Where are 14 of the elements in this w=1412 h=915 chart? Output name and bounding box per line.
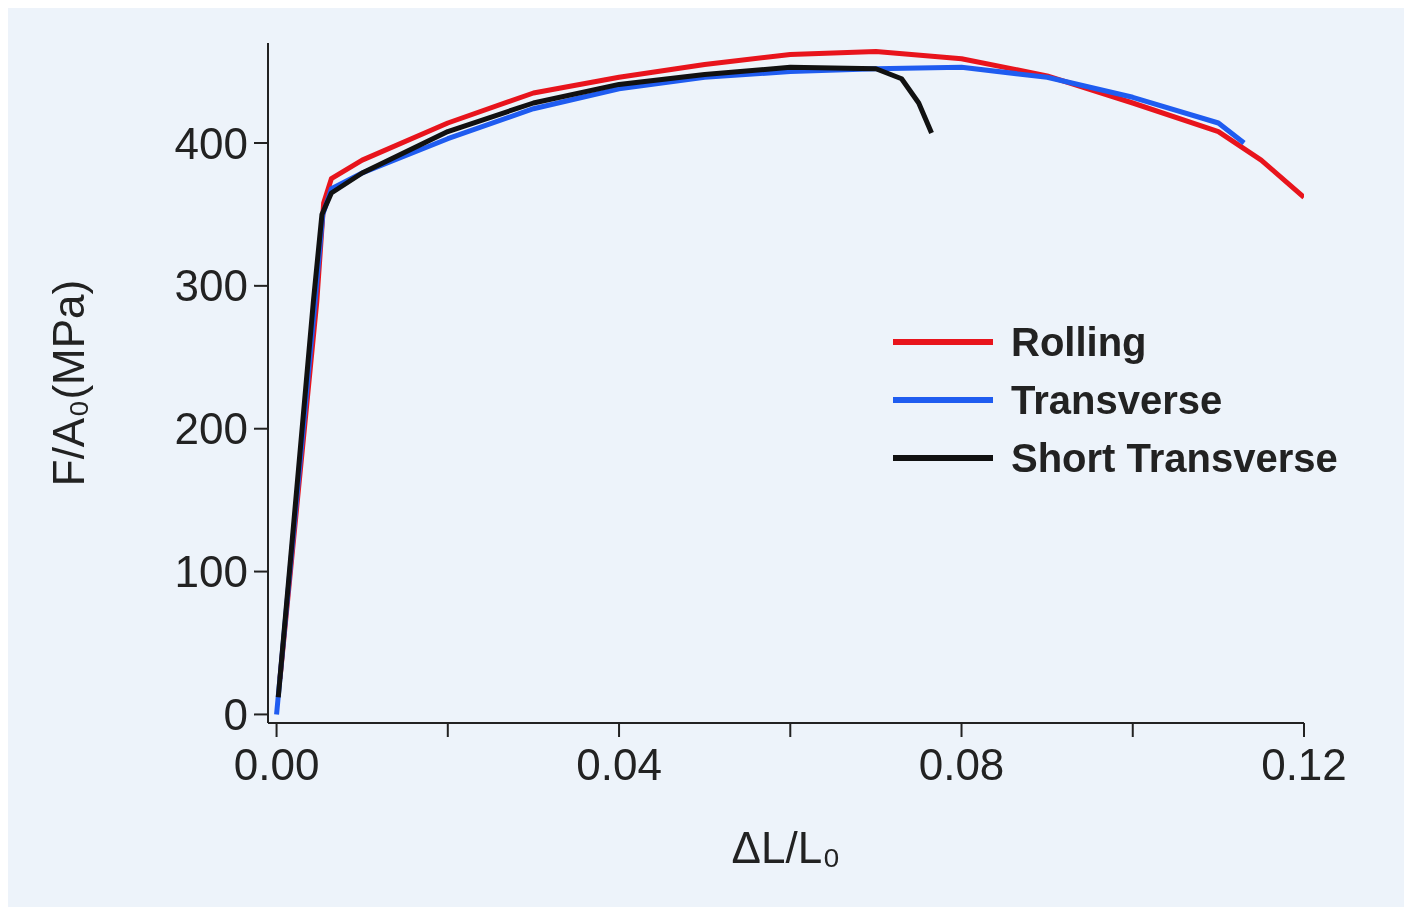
x-tick-label: 0.00 bbox=[233, 740, 320, 790]
x-tick-label: 0.12 bbox=[1261, 740, 1347, 790]
y-tick-label: 100 bbox=[174, 547, 248, 597]
y-tick-label: 0 bbox=[223, 690, 248, 740]
x-tick-label: 0.04 bbox=[576, 740, 662, 790]
y-axis-title: F/A₀(MPa) bbox=[43, 279, 93, 487]
y-tick-label: 300 bbox=[174, 261, 248, 311]
legend-label: Transverse bbox=[1011, 377, 1223, 423]
y-tick-label: 200 bbox=[174, 404, 248, 454]
x-axis-title: ΔL/L₀ bbox=[731, 823, 841, 872]
y-tick-label: 400 bbox=[174, 118, 248, 168]
x-tick-label: 0.08 bbox=[918, 740, 1005, 790]
legend-label: Rolling bbox=[1011, 319, 1147, 365]
legend-label: Short Transverse bbox=[1011, 435, 1338, 481]
